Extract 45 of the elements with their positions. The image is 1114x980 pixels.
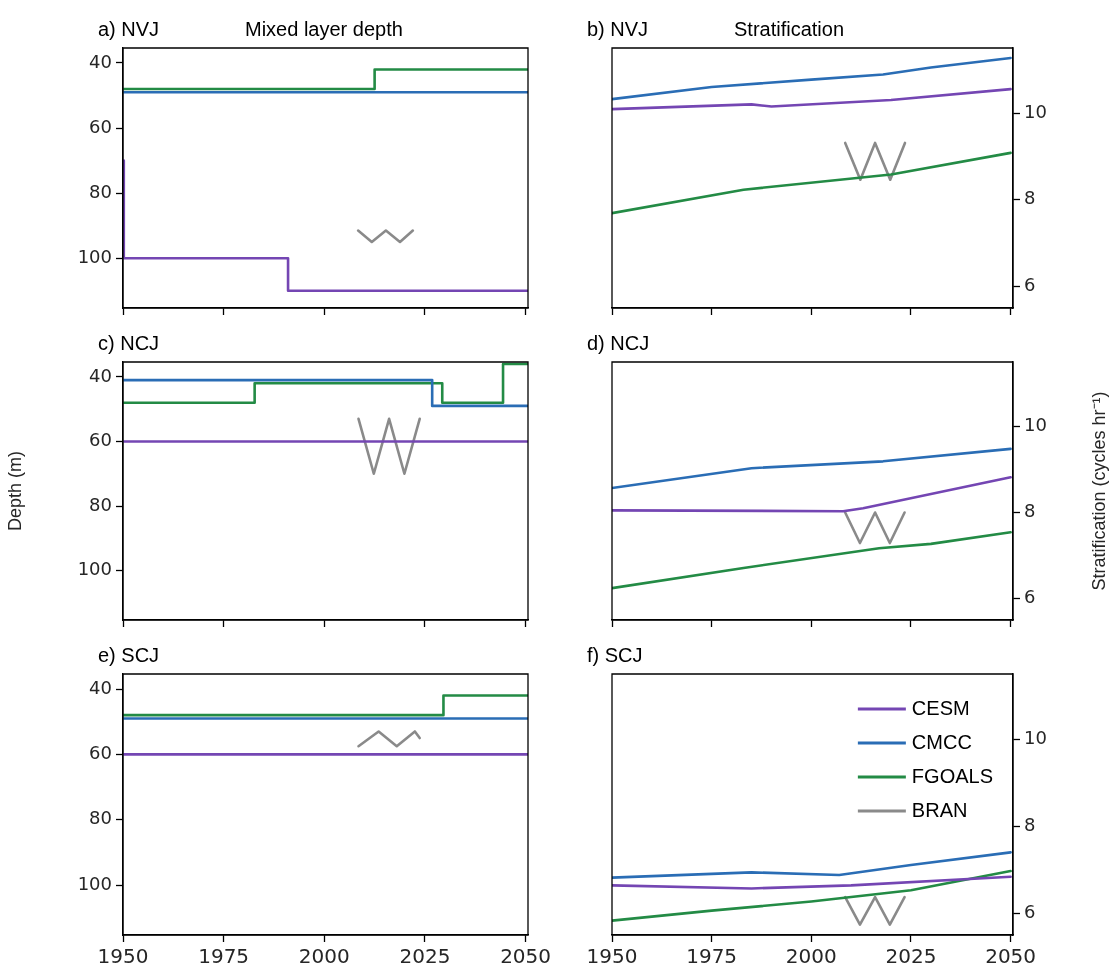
y-axis-title: Depth (m)	[4, 450, 25, 532]
x-tick-label: 1950	[97, 944, 149, 969]
y-tick-label: 10	[1024, 726, 1047, 748]
chart-subtitle: Stratification	[734, 18, 845, 40]
y-tick-label: 60	[89, 115, 112, 137]
x-tick-label: 2025	[399, 944, 451, 969]
chart-subtitle: Mixed layer depth	[245, 18, 403, 40]
y-tick-label: 10	[1024, 100, 1047, 122]
y-tick-label: 8	[1024, 813, 1036, 835]
y-tick-label: 40	[89, 364, 112, 386]
x-tick-label: 1975	[686, 944, 738, 969]
chart-title: b) NVJ	[587, 18, 649, 40]
y-tick-label: 60	[89, 742, 112, 764]
chart-title: a) NVJ	[98, 18, 160, 40]
x-tick-label: 2025	[885, 944, 937, 969]
y-axis-title: Stratification (cycles hr⁻¹)	[1088, 391, 1109, 591]
chart-title: d) NCJ	[587, 332, 650, 354]
y-tick-label: 100	[77, 872, 112, 894]
legend-label: CESM	[911, 696, 970, 719]
y-tick-label: 40	[89, 50, 112, 72]
legend-label: BRAN	[911, 798, 968, 821]
y-tick-label: 100	[77, 245, 112, 267]
chart-title: f) SCJ	[587, 644, 643, 666]
legend-label: FGOALS	[911, 764, 994, 787]
y-tick-label: 6	[1024, 900, 1036, 922]
y-tick-label: 60	[89, 429, 112, 451]
y-tick-label: 80	[89, 180, 112, 202]
x-tick-label: 2000	[785, 944, 837, 969]
y-tick-label: 6	[1024, 274, 1036, 296]
x-tick-label: 2050	[500, 944, 552, 969]
y-tick-label: 8	[1024, 500, 1036, 522]
x-tick-label: 2000	[298, 944, 350, 969]
x-tick-label: 1975	[198, 944, 250, 969]
y-tick-label: 8	[1024, 187, 1036, 209]
y-tick-label: 100	[77, 558, 112, 580]
chart-title: e) SCJ	[98, 644, 160, 666]
y-tick-label: 40	[89, 676, 112, 698]
x-tick-label: 1950	[586, 944, 638, 969]
y-tick-label: 80	[89, 807, 112, 829]
x-tick-label: 2050	[985, 944, 1037, 969]
y-tick-label: 10	[1024, 414, 1047, 436]
y-tick-label: 80	[89, 493, 112, 515]
y-tick-label: 6	[1024, 586, 1036, 608]
legend-label: CMCC	[911, 730, 972, 753]
chart-title: c) NCJ	[98, 332, 160, 354]
